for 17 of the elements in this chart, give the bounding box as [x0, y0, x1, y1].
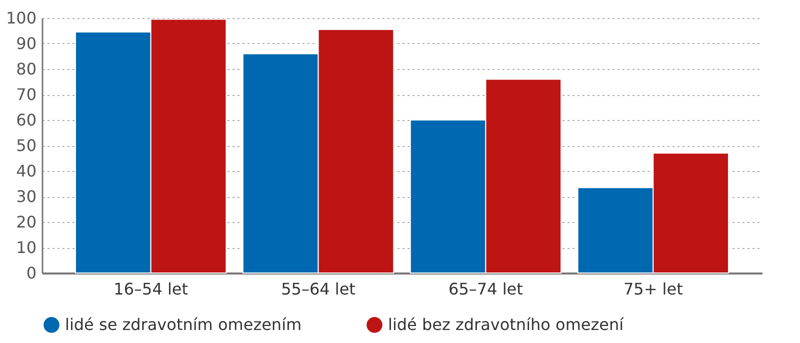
x-tick-label: 16–54 let: [114, 280, 188, 298]
x-tick-label: 75+ let: [623, 280, 683, 298]
x-tick-label: 55–64 let: [281, 280, 356, 298]
y-tick-label: 60: [16, 110, 36, 130]
y-tick-label: 100: [6, 8, 36, 28]
legend-label: lidé bez zdravotního omezení: [388, 314, 624, 334]
y-tick-label: 90: [16, 34, 36, 53]
y-tick-label: 20: [16, 212, 36, 232]
y-tick-label: 40: [16, 162, 36, 180]
y-tick-label: 50: [16, 136, 36, 155]
y-tick-label: 30: [16, 187, 36, 206]
x-tick-label: 65–74 let: [448, 280, 523, 298]
y-tick-label: 80: [16, 60, 36, 78]
y-tick-label: 10: [16, 238, 36, 257]
y-tick-label: 0: [26, 264, 36, 282]
legend-label: lidé se zdravotním omezením: [65, 314, 302, 334]
y-tick-label: 70: [16, 85, 36, 104]
